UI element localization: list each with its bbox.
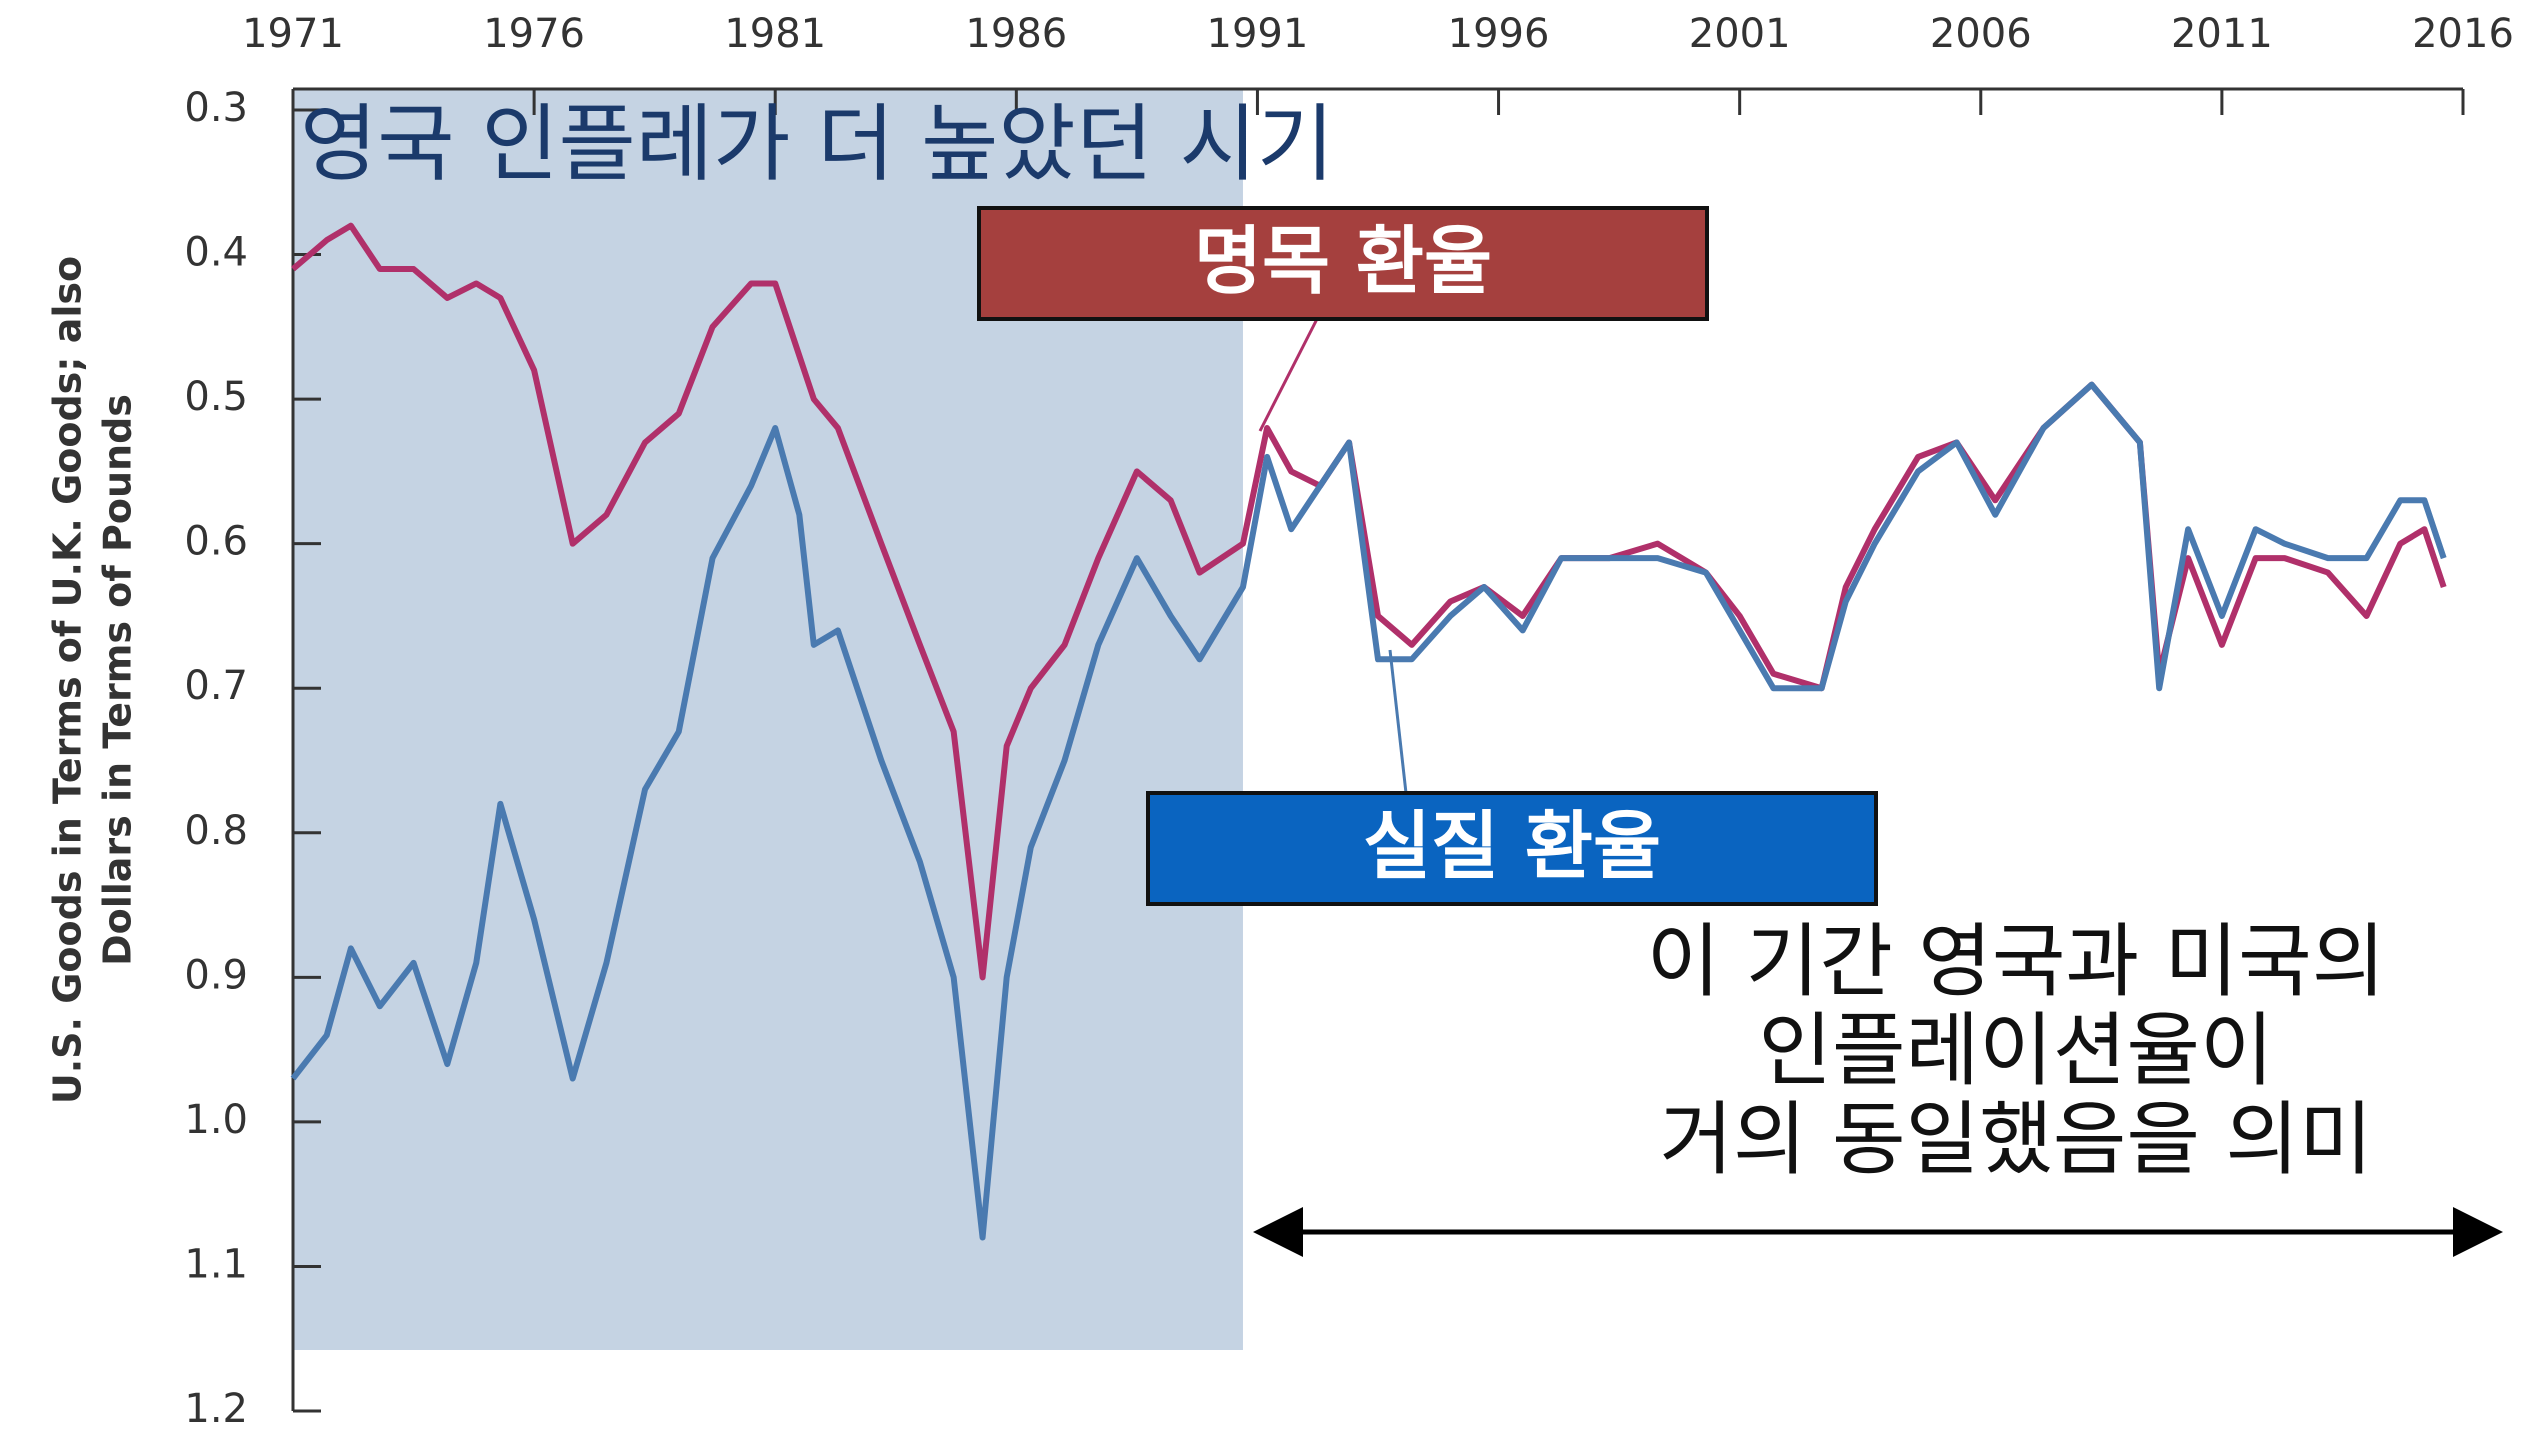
note-line: 인플레이션율이 [1758, 1004, 2273, 1097]
x-tick-label: 2006 [1930, 11, 2032, 57]
note-line: 이 기간 영국과 미국의 [1647, 915, 2386, 1008]
y-tick-label: 0.8 [184, 808, 248, 854]
y-tick-label: 0.6 [184, 519, 248, 565]
x-tick-label: 1981 [724, 11, 826, 57]
x-tick-label: 1996 [1448, 11, 1550, 57]
legend-label: 실질 환율 [1363, 804, 1661, 890]
y-axis-label: U.S. Goods in Terms of U.K. Goods; also [46, 256, 90, 1104]
label-pointer [1258, 318, 1319, 432]
y-tick-label: 1.2 [184, 1386, 248, 1432]
y-tick-label: 0.4 [184, 230, 248, 276]
y-tick-label: 1.0 [184, 1097, 248, 1143]
x-tick-label: 1976 [483, 11, 585, 57]
legend-label: 명목 환율 [1194, 219, 1492, 305]
y-tick-label: 0.3 [184, 85, 248, 131]
y-tick-label: 0.9 [184, 952, 248, 998]
series-label-box [1146, 791, 1878, 906]
series-line [290, 381, 2447, 1241]
x-tick-label: 1991 [1207, 11, 1309, 57]
x-tick-label: 2001 [1689, 11, 1791, 57]
x-tick-label: 2016 [2412, 11, 2514, 57]
y-tick-label: 0.7 [184, 663, 248, 709]
y-tick-label: 0.5 [184, 374, 248, 420]
x-tick-label: 2011 [2171, 11, 2273, 57]
series-label-box [977, 206, 1709, 321]
y-axis-label: Dollars in Terms of Pounds [96, 394, 140, 966]
note-line: 거의 동일했음을 의미 [1659, 1093, 2372, 1186]
label-pointer [1388, 649, 1408, 794]
x-tick-label: 1986 [965, 11, 1067, 57]
region-label: 영국 인플레가 더 높았던 시기 [300, 95, 1334, 193]
y-tick-label: 1.1 [184, 1241, 248, 1287]
x-tick-label: 1971 [242, 11, 344, 57]
